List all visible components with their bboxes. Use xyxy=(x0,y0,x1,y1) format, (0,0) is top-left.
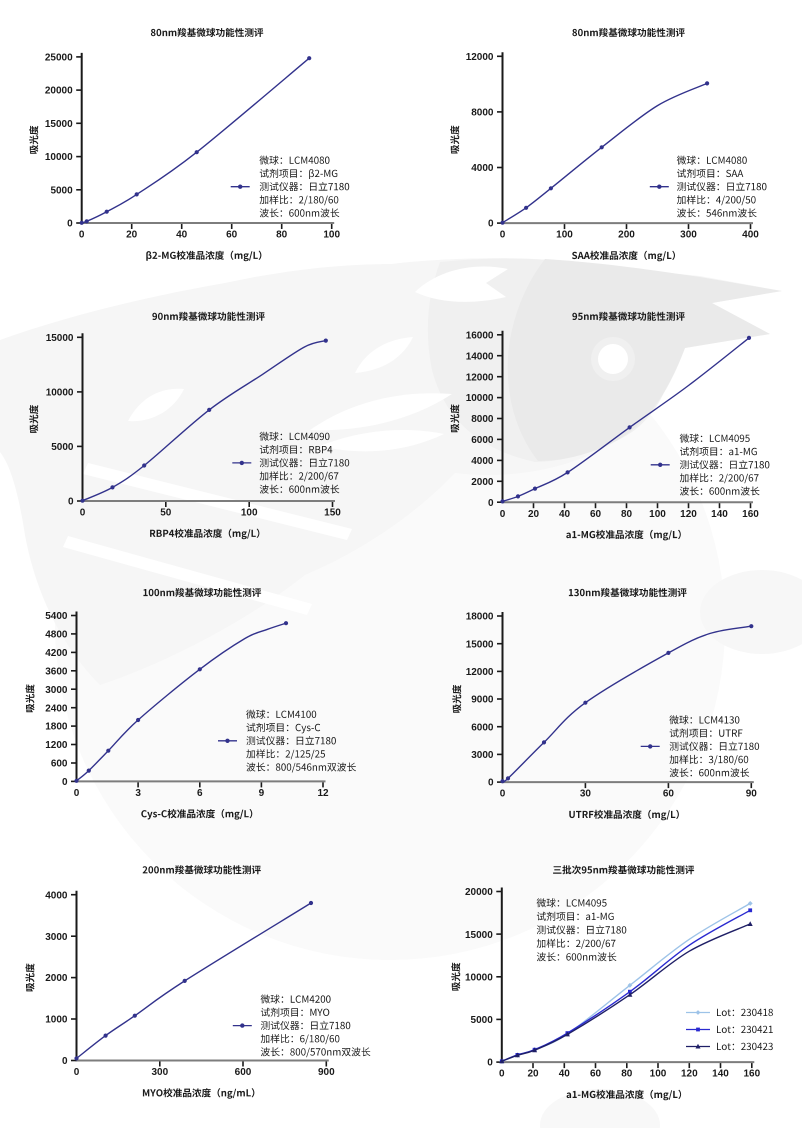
svg-text:10000: 10000 xyxy=(46,388,74,399)
svg-text:15000: 15000 xyxy=(465,930,493,941)
svg-text:80: 80 xyxy=(621,1069,633,1080)
svg-text:60: 60 xyxy=(590,1069,602,1080)
svg-text:18000: 18000 xyxy=(466,612,494,623)
svg-text:200: 200 xyxy=(618,230,635,241)
svg-text:0: 0 xyxy=(74,1067,80,1078)
svg-text:0: 0 xyxy=(487,1058,493,1069)
svg-text:15000: 15000 xyxy=(45,119,73,130)
svg-text:0: 0 xyxy=(500,230,506,241)
svg-text:120: 120 xyxy=(681,1069,698,1080)
svg-text:300: 300 xyxy=(151,1067,168,1078)
svg-text:0: 0 xyxy=(488,498,494,509)
svg-text:4000: 4000 xyxy=(471,456,494,467)
svg-text:10000: 10000 xyxy=(465,972,493,983)
svg-text:20000: 20000 xyxy=(45,86,73,97)
svg-text:150: 150 xyxy=(324,508,341,519)
svg-text:20: 20 xyxy=(527,1069,539,1080)
svg-text:300: 300 xyxy=(680,230,697,241)
svg-text:0: 0 xyxy=(499,1069,505,1080)
svg-text:0: 0 xyxy=(68,497,74,508)
svg-text:60: 60 xyxy=(590,509,602,520)
svg-text:90: 90 xyxy=(746,789,758,800)
svg-text:100: 100 xyxy=(649,509,666,520)
svg-text:20: 20 xyxy=(126,230,138,241)
svg-text:0: 0 xyxy=(74,788,80,799)
svg-text:9000: 9000 xyxy=(471,695,494,706)
svg-text:14000: 14000 xyxy=(466,351,494,362)
svg-text:140: 140 xyxy=(712,1069,729,1080)
svg-text:2000: 2000 xyxy=(471,477,494,488)
svg-text:4000: 4000 xyxy=(471,163,494,174)
svg-text:0: 0 xyxy=(62,777,68,788)
svg-text:4000: 4000 xyxy=(45,890,68,901)
svg-text:0: 0 xyxy=(67,219,73,230)
svg-text:40: 40 xyxy=(559,509,571,520)
svg-text:0: 0 xyxy=(500,789,506,800)
svg-text:0: 0 xyxy=(488,219,494,230)
svg-text:100: 100 xyxy=(241,508,258,519)
svg-text:30: 30 xyxy=(580,789,592,800)
svg-text:160: 160 xyxy=(743,1069,760,1080)
svg-text:1200: 1200 xyxy=(45,740,68,751)
svg-text:6: 6 xyxy=(197,788,203,799)
svg-text:8000: 8000 xyxy=(471,414,494,425)
svg-text:12: 12 xyxy=(317,788,329,799)
svg-text:3: 3 xyxy=(135,788,141,799)
svg-text:40: 40 xyxy=(559,1069,571,1080)
svg-text:0: 0 xyxy=(79,230,85,241)
svg-text:12000: 12000 xyxy=(466,372,494,383)
svg-text:3000: 3000 xyxy=(45,685,68,696)
svg-text:9: 9 xyxy=(259,788,265,799)
svg-text:16000: 16000 xyxy=(466,330,494,341)
svg-text:120: 120 xyxy=(680,509,697,520)
svg-text:2400: 2400 xyxy=(45,703,68,714)
svg-text:50: 50 xyxy=(160,508,172,519)
svg-text:5000: 5000 xyxy=(50,185,73,196)
svg-text:0: 0 xyxy=(80,508,86,519)
svg-text:160: 160 xyxy=(742,509,759,520)
svg-text:12000: 12000 xyxy=(466,667,494,678)
svg-text:60: 60 xyxy=(663,789,675,800)
svg-text:0: 0 xyxy=(488,778,494,789)
svg-text:100: 100 xyxy=(556,230,573,241)
svg-text:5000: 5000 xyxy=(471,1015,494,1026)
svg-text:100: 100 xyxy=(323,230,340,241)
svg-text:20: 20 xyxy=(528,509,540,520)
svg-text:1000: 1000 xyxy=(45,1015,68,1026)
svg-text:0: 0 xyxy=(62,1056,68,1067)
svg-text:600: 600 xyxy=(235,1067,252,1078)
svg-text:4200: 4200 xyxy=(45,648,68,659)
svg-text:400: 400 xyxy=(742,230,759,241)
svg-text:15000: 15000 xyxy=(466,639,494,650)
svg-text:25000: 25000 xyxy=(45,53,73,64)
svg-text:3000: 3000 xyxy=(45,932,68,943)
svg-text:80: 80 xyxy=(621,509,633,520)
svg-text:8000: 8000 xyxy=(471,108,494,119)
svg-text:900: 900 xyxy=(318,1067,335,1078)
svg-text:10000: 10000 xyxy=(45,152,73,163)
svg-text:3000: 3000 xyxy=(471,750,494,761)
svg-text:5000: 5000 xyxy=(51,442,74,453)
svg-text:40: 40 xyxy=(176,230,188,241)
svg-text:5400: 5400 xyxy=(45,611,68,622)
svg-text:80: 80 xyxy=(276,230,288,241)
svg-text:100: 100 xyxy=(650,1069,667,1080)
svg-text:15000: 15000 xyxy=(46,333,74,344)
svg-text:60: 60 xyxy=(226,230,238,241)
svg-text:0: 0 xyxy=(500,509,506,520)
svg-text:4800: 4800 xyxy=(45,630,68,641)
svg-text:140: 140 xyxy=(711,509,728,520)
svg-text:6000: 6000 xyxy=(471,722,494,733)
svg-text:20000: 20000 xyxy=(465,887,493,898)
svg-text:12000: 12000 xyxy=(466,52,494,63)
svg-text:3600: 3600 xyxy=(45,666,68,677)
svg-text:600: 600 xyxy=(51,759,68,770)
svg-text:6000: 6000 xyxy=(471,435,494,446)
svg-text:2000: 2000 xyxy=(45,973,68,984)
svg-text:10000: 10000 xyxy=(466,393,494,404)
svg-text:1800: 1800 xyxy=(45,722,68,733)
